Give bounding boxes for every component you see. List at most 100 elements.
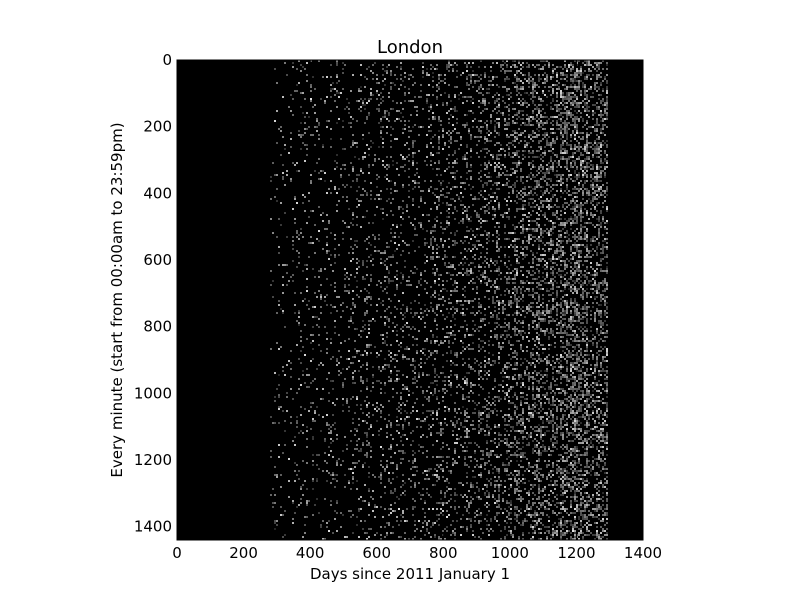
heatmap-cell <box>410 312 412 314</box>
heatmap-cell <box>496 230 498 232</box>
heatmap-cell <box>496 156 498 158</box>
heatmap-cell <box>508 502 510 504</box>
heatmap-cell <box>508 192 510 194</box>
heatmap-cell <box>370 304 372 306</box>
heatmap-cell <box>484 156 486 158</box>
heatmap-cell <box>276 142 278 144</box>
heatmap-cell <box>310 134 312 136</box>
heatmap-cell <box>504 154 506 156</box>
heatmap-cell <box>432 268 434 270</box>
heatmap-cell <box>510 508 512 510</box>
heatmap-cell <box>386 364 388 366</box>
heatmap-cell <box>474 384 476 386</box>
heatmap-cell <box>526 246 528 248</box>
heatmap-cell <box>508 456 510 458</box>
heatmap-cell <box>518 208 520 210</box>
heatmap-cell <box>500 148 502 150</box>
heatmap-cell <box>374 516 376 518</box>
heatmap-cell <box>504 414 506 416</box>
heatmap-cell <box>364 76 366 78</box>
heatmap-cell <box>488 434 490 436</box>
heatmap-cell <box>458 94 460 96</box>
heatmap-cell <box>366 456 368 458</box>
heatmap-cell <box>330 442 332 444</box>
heatmap-cell <box>446 360 448 362</box>
heatmap-cell <box>478 86 480 88</box>
heatmap-cell <box>526 492 528 494</box>
heatmap-cell <box>350 238 352 240</box>
heatmap-cell <box>366 354 368 356</box>
heatmap-cell <box>508 378 510 380</box>
heatmap-cell <box>454 408 456 410</box>
heatmap-cell <box>518 112 520 114</box>
heatmap-cell <box>472 126 474 128</box>
heatmap-cell <box>370 450 372 452</box>
heatmap-cell <box>438 152 440 154</box>
heatmap-cell <box>442 194 444 196</box>
heatmap-cell <box>318 334 320 336</box>
heatmap-cell <box>460 220 462 222</box>
heatmap-cell <box>488 370 490 372</box>
heatmap-cell <box>356 224 358 226</box>
heatmap-cell <box>386 174 388 176</box>
heatmap-cell <box>532 90 534 92</box>
heatmap-cell <box>338 254 340 256</box>
heatmap-cell <box>524 246 526 248</box>
heatmap-cell <box>468 436 470 438</box>
heatmap-cell <box>346 400 348 402</box>
heatmap-cell <box>528 142 530 144</box>
heatmap-cell <box>508 506 510 508</box>
heatmap-cell <box>514 318 516 320</box>
heatmap-cell <box>278 128 280 130</box>
heatmap-cell <box>528 64 530 66</box>
heatmap-cell <box>346 402 348 404</box>
heatmap-cell <box>446 102 448 104</box>
heatmap-cell <box>372 376 374 378</box>
heatmap-cell <box>386 522 388 524</box>
heatmap-cell <box>448 266 450 268</box>
heatmap-cell <box>526 144 528 146</box>
heatmap-cell <box>436 152 438 154</box>
heatmap-cell <box>432 230 434 232</box>
heatmap-cell <box>498 182 500 184</box>
heatmap-cell <box>408 394 410 396</box>
heatmap-cell <box>520 132 522 134</box>
heatmap-cell <box>394 354 396 356</box>
heatmap-cell <box>300 502 302 504</box>
heatmap-cell <box>452 176 454 178</box>
heatmap-cell <box>416 418 418 420</box>
heatmap-cell <box>346 196 348 198</box>
heatmap-cell <box>450 274 452 276</box>
heatmap-cell <box>392 396 394 398</box>
heatmap-cell <box>534 118 536 120</box>
heatmap-cell <box>530 434 532 436</box>
heatmap-cell <box>368 514 370 516</box>
heatmap-cell <box>380 316 382 318</box>
heatmap-cell <box>500 64 502 66</box>
heatmap-cell <box>504 396 506 398</box>
heatmap-cell <box>400 328 402 330</box>
heatmap-cell <box>306 426 308 428</box>
heatmap-cell <box>360 376 362 378</box>
heatmap-cell <box>442 288 444 290</box>
heatmap-cell <box>442 432 444 434</box>
heatmap-cell <box>502 308 504 310</box>
heatmap-cell <box>310 100 312 102</box>
heatmap-cell <box>506 438 508 440</box>
heatmap-cell <box>418 182 420 184</box>
heatmap-cell <box>366 368 368 370</box>
heatmap-cell <box>436 206 438 208</box>
heatmap-cell <box>426 102 428 104</box>
heatmap-cell <box>400 224 402 226</box>
heatmap-cell <box>484 462 486 464</box>
heatmap-cell <box>436 418 438 420</box>
heatmap-cell <box>320 284 322 286</box>
heatmap-cell <box>388 306 390 308</box>
heatmap-cell <box>388 112 390 114</box>
heatmap-cell <box>460 262 462 264</box>
heatmap-cell <box>514 246 516 248</box>
heatmap-cell <box>526 306 528 308</box>
heatmap-cell <box>424 288 426 290</box>
heatmap-cell <box>352 170 354 172</box>
heatmap-cell <box>394 250 396 252</box>
